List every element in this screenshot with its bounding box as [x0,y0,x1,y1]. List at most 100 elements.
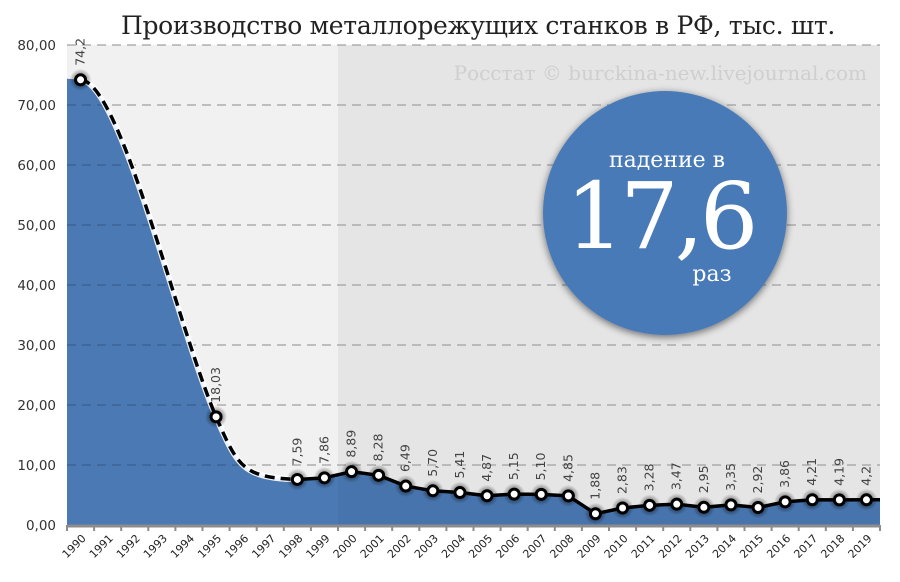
data-label: 5,70 [425,449,440,477]
data-label: 3,28 [642,463,657,491]
x-tick-label: 1993 [141,532,170,561]
data-label: 2,92 [750,466,765,494]
data-label: 4,87 [479,454,494,482]
data-point-marker [697,500,711,514]
data-label: 6,49 [398,444,413,472]
data-label: 8,89 [344,430,359,458]
data-point-marker [859,493,873,507]
data-point-marker [507,487,521,501]
x-tick-label: 2010 [602,532,631,561]
data-point-marker [290,472,304,486]
data-point-marker [345,465,359,479]
data-point-marker [724,498,738,512]
data-point-marker [805,493,819,507]
data-point-marker [643,498,657,512]
data-point-marker [317,471,331,485]
x-tick-label: 1994 [168,532,197,561]
data-point-marker [453,486,467,500]
data-label: 4,2 [858,466,873,486]
data-point-marker [209,410,223,424]
x-tick-label: 1991 [87,532,116,561]
x-tick-label: 2000 [331,532,360,561]
x-tick-label: 2011 [629,532,658,561]
x-tick-label: 2019 [846,532,875,561]
data-point-marker [588,507,602,521]
data-markers [69,68,878,525]
data-label: 3,47 [669,462,684,490]
x-tick-label: 2018 [818,532,847,561]
data-label: 4,19 [831,458,846,486]
x-tick-label: 2008 [547,532,576,561]
area-path [67,78,880,526]
data-label: 2,83 [615,466,630,494]
x-tick-label: 2007 [520,532,549,561]
x-tick-label: 2006 [493,532,522,561]
data-label: 1,88 [587,472,602,500]
x-tick-label: 1992 [114,532,143,561]
data-point-marker [74,73,88,87]
x-tick-label: 1995 [195,532,224,561]
data-point-marker [399,479,413,493]
y-axis: 0,00 10,00 20,00 30,00 40,00 50,00 60,00 70,00 8… [17,38,56,534]
x-tick-label: 2004 [439,532,468,561]
data-label: 7,86 [316,436,331,464]
x-tick-label: 2003 [412,532,441,561]
data-point-marker [426,484,440,498]
data-point-marker [616,501,630,515]
x-tick-label: 2009 [575,532,604,561]
y-tick-label: 30,00 [17,338,56,354]
badge-line1: падение в [609,148,725,173]
data-label: 5,15 [506,452,521,480]
x-tick-label: 2005 [466,532,495,561]
y-tick-label: 0,00 [26,518,56,534]
data-point-marker [561,489,575,503]
y-tick-label: 60,00 [17,158,56,174]
interpolated-dashed-line [80,78,298,482]
badge-unit: раз [692,262,731,287]
watermark: Росстат © burckina-new.livejournal.com [454,61,867,85]
data-labels: 74,2 18,03 7,59 7,86 8,89 8,28 6,49 5,70 5,41 4,8… [73,38,874,500]
data-label: 5,10 [533,453,548,481]
badge-circle [543,91,787,335]
data-point-marker [832,493,846,507]
x-tick-label: 2016 [764,532,793,561]
x-tick-label: 2017 [791,532,820,561]
x-tick-label: 1997 [249,532,278,561]
y-tick-label: 40,00 [17,278,56,294]
data-label: 74,2 [73,38,88,66]
reduction-badge [543,91,787,335]
x-tick-label: 1990 [60,532,89,561]
data-label: 7,59 [289,438,304,466]
data-label: 2,95 [696,465,711,493]
data-label: 4,85 [560,454,575,482]
data-label: 8,28 [371,433,386,461]
data-point-marker [372,468,386,482]
x-tick-label: 2012 [656,532,685,561]
data-point-marker [480,489,494,503]
x-tick-label: 2013 [683,532,712,561]
x-tick-label: 2014 [710,532,739,561]
x-tick-label: 2002 [385,532,414,561]
data-label: 3,35 [723,463,738,491]
y-tick-label: 20,00 [17,398,56,414]
data-point-marker [670,497,684,511]
x-tick-label: 1996 [222,532,251,561]
data-label: 5,41 [452,451,467,479]
data-point-marker [778,495,792,509]
data-label: 4,21 [804,458,819,486]
y-tick-label: 10,00 [17,458,56,474]
data-point-marker [751,500,765,514]
x-tick-label: 1998 [276,532,305,561]
y-tick-label: 70,00 [17,98,56,114]
x-tick-label: 2001 [358,532,387,561]
x-axis: 1990199119921993199419951996199719981999… [60,524,881,561]
x-tick-label: 2015 [737,532,766,561]
data-label: 3,86 [777,460,792,488]
chart-title: Производство металлорежущих станков в РФ… [121,11,835,40]
badge-value: 17,6 [566,163,755,270]
y-tick-label: 80,00 [17,38,56,54]
data-point-marker [534,487,548,501]
data-label: 18,03 [208,367,223,403]
y-tick-label: 50,00 [17,218,56,234]
